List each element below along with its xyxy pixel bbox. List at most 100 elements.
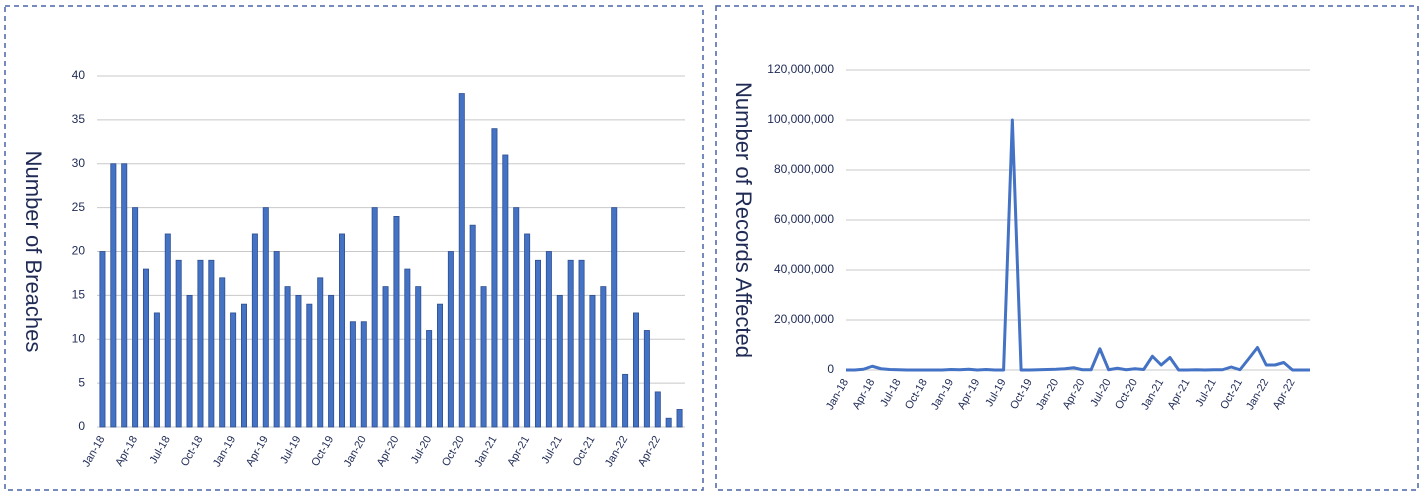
bar	[208, 259, 215, 428]
x-tick-label: Jul-18	[878, 377, 903, 409]
y-tick-label: 35	[72, 112, 86, 126]
x-tick-label: Apr-22	[636, 434, 663, 469]
x-tick-label: Jul-19	[983, 377, 1008, 409]
x-tick-label: Jan-20	[1034, 377, 1061, 412]
bar	[153, 312, 160, 428]
bar	[349, 321, 356, 428]
x-tick-label: Oct-20	[440, 434, 467, 469]
bar	[371, 207, 378, 428]
bar	[328, 294, 335, 428]
x-tick-label: Jul-21	[540, 434, 565, 466]
x-tick-label: Apr-22	[1271, 377, 1298, 412]
bar	[382, 286, 389, 428]
x-tick-label: Oct-21	[571, 434, 598, 469]
bar	[600, 286, 607, 428]
bar	[110, 163, 117, 428]
bar	[567, 259, 574, 428]
bar	[415, 286, 422, 428]
y-tick-label: 15	[72, 288, 86, 302]
x-tick-label: Apr-18	[113, 434, 140, 469]
panel-border	[4, 5, 704, 491]
bar	[262, 207, 269, 428]
x-tick-label: Apr-18	[850, 377, 877, 412]
y-tick-label: 10	[72, 331, 86, 345]
bar	[535, 259, 542, 428]
bar	[121, 163, 128, 428]
bar	[230, 312, 237, 428]
bar	[219, 277, 226, 428]
bar	[306, 303, 313, 428]
bar	[545, 251, 552, 428]
x-tick-label: Jan-22	[603, 434, 630, 469]
x-tick-label: Apr-19	[244, 434, 271, 469]
y-axis-title: Number of Breaches	[21, 151, 46, 353]
bar	[273, 251, 280, 428]
y-tick-label: 0	[827, 362, 834, 376]
bar	[175, 259, 182, 428]
bar	[589, 294, 596, 428]
x-tick-label: Apr-19	[956, 377, 983, 412]
bar	[338, 233, 345, 428]
x-tick-label: Jan-20	[342, 434, 369, 469]
y-tick-label: 20	[72, 244, 86, 258]
x-tick-label: Oct-20	[1113, 377, 1140, 412]
bar	[251, 233, 258, 428]
bar	[643, 330, 650, 428]
x-tick-label: Oct-21	[1218, 377, 1245, 412]
bar	[426, 330, 433, 428]
bar	[317, 277, 324, 428]
bar	[676, 409, 683, 428]
bar	[240, 303, 247, 428]
bar	[491, 128, 498, 428]
x-tick-label: Oct-18	[179, 434, 206, 469]
x-tick-label: Jan-22	[1244, 377, 1271, 412]
bar	[186, 294, 193, 428]
y-tick-label: 40,000,000	[774, 262, 834, 276]
y-tick-label: 100,000,000	[767, 112, 834, 126]
y-tick-label: 30	[72, 156, 86, 170]
x-tick-label: Jan-21	[1139, 377, 1166, 412]
bar	[295, 294, 302, 428]
x-tick-label: Jul-20	[409, 434, 434, 466]
x-tick-label: Oct-19	[1008, 377, 1035, 412]
x-tick-label: Oct-19	[309, 434, 336, 469]
bar	[633, 312, 640, 428]
x-tick-label: Oct-18	[903, 377, 930, 412]
bar	[447, 251, 454, 428]
x-tick-label: Jul-21	[1193, 377, 1218, 409]
line	[846, 118, 1310, 372]
bar	[197, 259, 204, 428]
bar	[578, 259, 585, 428]
bar	[142, 268, 149, 428]
bar	[556, 294, 563, 428]
bar	[665, 417, 672, 428]
y-tick-label: 25	[72, 200, 86, 214]
x-tick-label: Jul-18	[148, 434, 173, 466]
y-tick-label: 120,000,000	[767, 62, 834, 76]
y-axis-title: Number of Records Affected	[731, 82, 756, 358]
y-tick-label: 20,000,000	[774, 312, 834, 326]
bar	[458, 93, 465, 428]
bar	[502, 154, 509, 428]
y-tick-label: 80,000,000	[774, 162, 834, 176]
panel-border	[715, 5, 1419, 491]
bar	[480, 286, 487, 428]
bar	[469, 224, 476, 428]
bar	[284, 286, 291, 428]
bar	[404, 268, 411, 428]
x-tick-label: Jan-18	[824, 377, 851, 412]
bar	[99, 251, 106, 428]
bar	[654, 391, 661, 428]
x-tick-label: Jan-21	[472, 434, 499, 469]
x-tick-label: Jul-19	[278, 434, 303, 466]
y-tick-label: 0	[78, 419, 85, 433]
bar	[622, 373, 629, 428]
bar	[164, 233, 171, 428]
bar	[436, 303, 443, 428]
y-tick-label: 60,000,000	[774, 212, 834, 226]
x-tick-label: Jan-18	[80, 434, 107, 469]
x-tick-label: Apr-20	[375, 434, 402, 469]
bar	[513, 207, 520, 428]
